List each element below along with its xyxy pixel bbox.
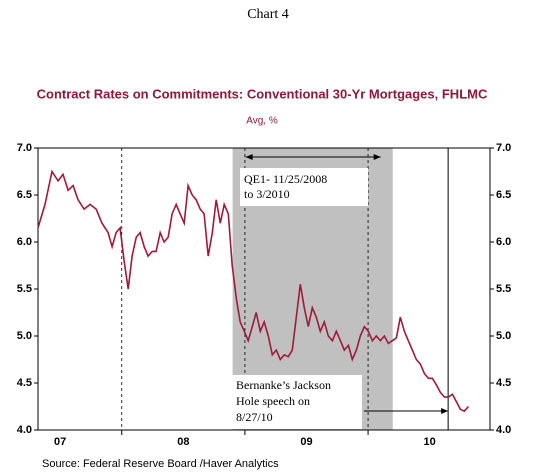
annotation-text: Hole speech on (236, 394, 310, 408)
chart-title: Contract Rates on Commitments: Conventio… (37, 86, 488, 101)
x-tick-label: 09 (300, 436, 312, 448)
rate-line (37, 169, 470, 413)
y-tick-label: 5.5 (17, 283, 32, 295)
y2-tick-label: 4.0 (496, 424, 511, 436)
chart-header: Chart 4 (247, 7, 289, 22)
y2-tick-label: 7.0 (496, 142, 511, 154)
y-tick-label: 6.5 (17, 189, 32, 201)
y2-tick-label: 5.0 (496, 330, 511, 342)
x-tick-label: 07 (54, 436, 66, 448)
annotation-text: QE1- 11/25/2008 (244, 172, 327, 186)
y-tick-label: 6.0 (17, 236, 32, 248)
chart-subtitle: Avg, % (246, 116, 278, 127)
annotation-text: 8/27/10 (236, 410, 273, 424)
y-tick-label: 4.0 (17, 424, 32, 436)
annotation-text: Bernanke’s Jackson (236, 378, 331, 392)
y2-tick-label: 5.5 (496, 283, 511, 295)
y2-tick-label: 6.0 (496, 236, 511, 248)
source: Source: Federal Reserve Board /Haver Ana… (42, 458, 279, 470)
y2-tick-label: 6.5 (496, 189, 511, 201)
annotation-box (232, 375, 362, 429)
x-tick-label: 10 (424, 436, 436, 448)
y-tick-label: 5.0 (17, 330, 32, 342)
y-tick-label: 4.5 (17, 377, 32, 389)
plot-frame (37, 147, 491, 431)
annotation-text: to 3/2010 (244, 187, 290, 201)
y-tick-label: 7.0 (17, 142, 32, 154)
arrow-head (245, 154, 253, 160)
y2-tick-label: 4.5 (496, 377, 511, 389)
arrow-head (373, 154, 381, 160)
arrow-head (441, 408, 449, 414)
x-tick-label: 08 (177, 436, 189, 448)
annotation-box (240, 168, 368, 206)
